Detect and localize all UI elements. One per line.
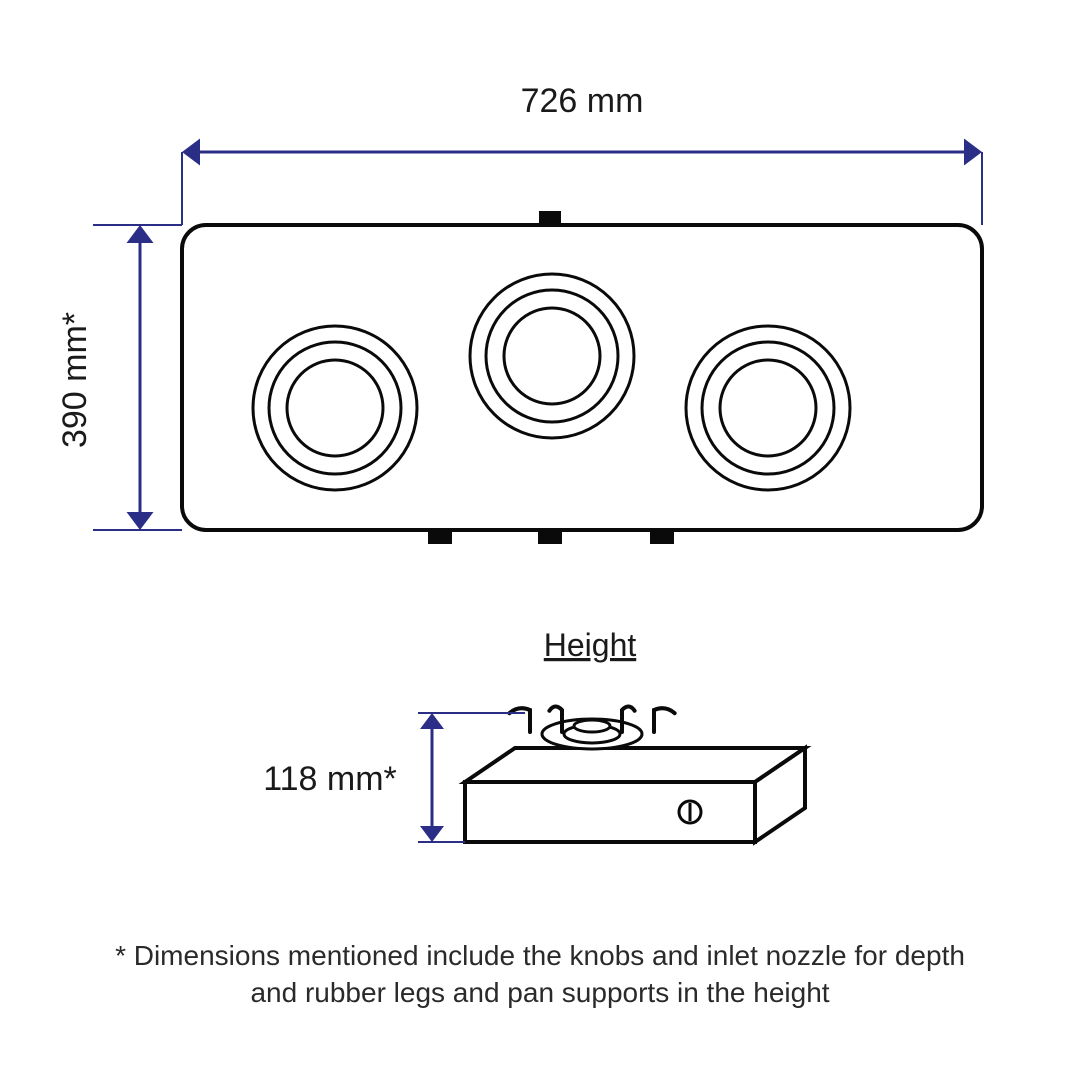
- height-title: Height: [544, 627, 637, 663]
- side-top-face: [465, 748, 805, 782]
- footnote-line-1: * Dimensions mentioned include the knobs…: [115, 940, 965, 971]
- burner-1: [253, 326, 417, 490]
- dim-height-label: 118 mm*: [263, 760, 397, 798]
- knob-tab-3: [650, 530, 674, 544]
- footnote-line-2: and rubber legs and pan supports in the …: [250, 977, 829, 1008]
- dim-arrowhead: [420, 826, 444, 842]
- pan-support-arm-4: [654, 708, 675, 732]
- dim-arrowhead: [182, 139, 200, 166]
- dim-depth-label: 390 mm*: [56, 312, 94, 448]
- dim-arrowhead: [127, 512, 154, 530]
- burner-3: [686, 326, 850, 490]
- dim-arrowhead: [964, 139, 982, 166]
- inlet-nozzle: [539, 211, 561, 225]
- dim-arrowhead: [420, 713, 444, 729]
- knob-tab-1: [428, 530, 452, 544]
- knob-tab-2: [538, 530, 562, 544]
- side-burner-cap: [574, 720, 610, 732]
- pan-support-arm-1: [509, 708, 530, 732]
- burner-2: [470, 274, 634, 438]
- dim-arrowhead: [127, 225, 154, 243]
- side-front-face: [465, 782, 755, 842]
- dim-width-label: 726 mm: [521, 82, 644, 120]
